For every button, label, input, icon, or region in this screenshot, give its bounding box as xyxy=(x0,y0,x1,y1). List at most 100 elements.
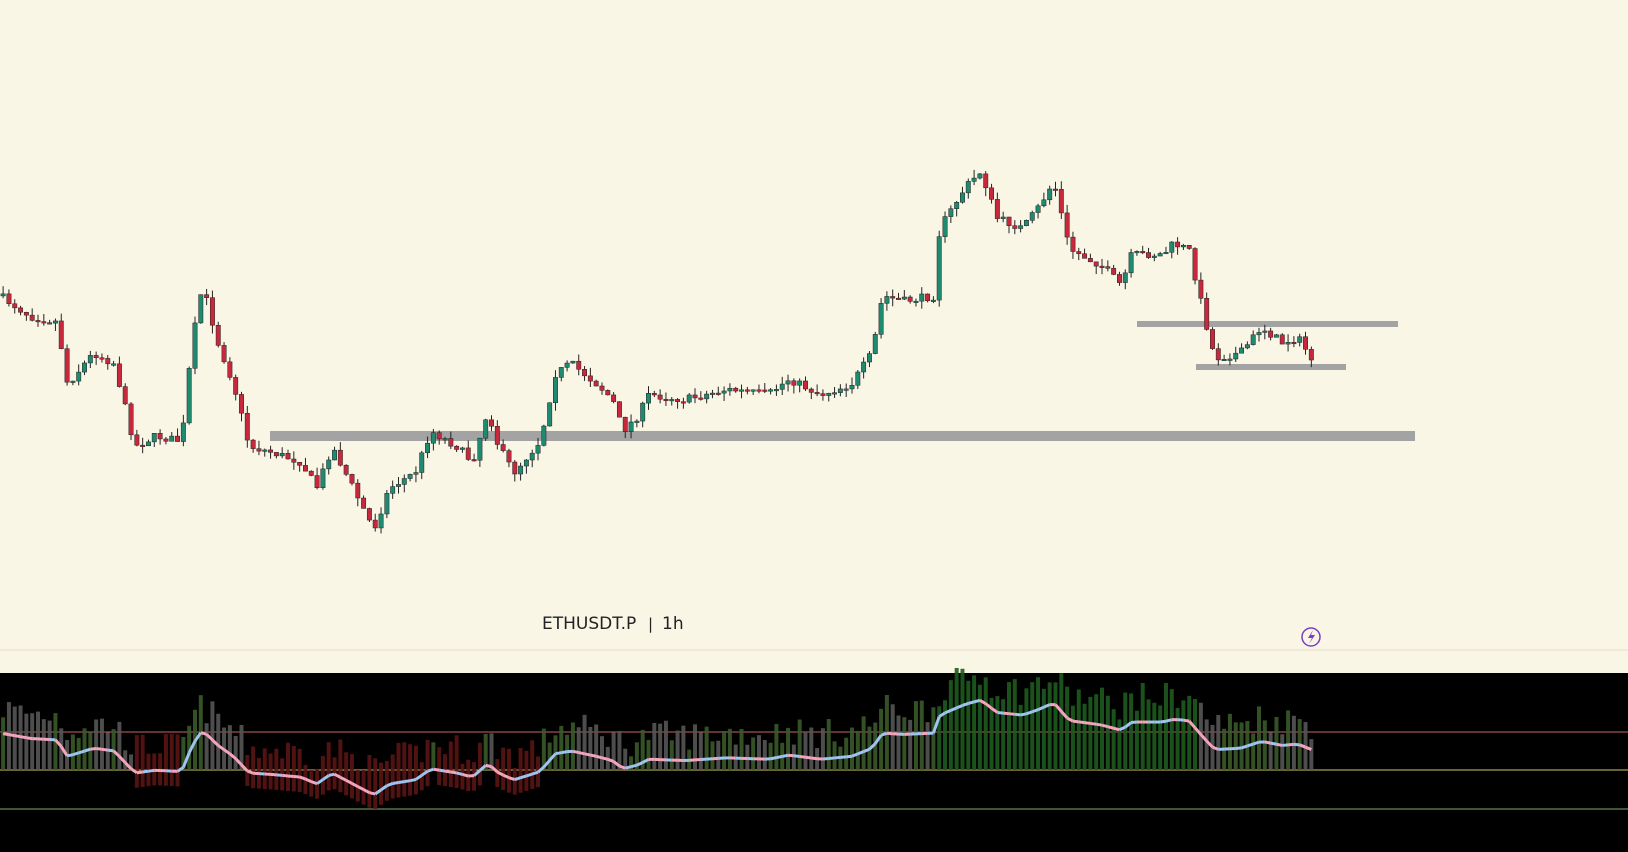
candle xyxy=(750,389,756,392)
osc-line xyxy=(1270,741,1277,746)
histogram-bar xyxy=(896,715,901,770)
candle xyxy=(239,394,244,414)
histogram-bar xyxy=(1251,733,1256,770)
histogram-bar xyxy=(623,748,628,770)
osc-line xyxy=(1299,743,1307,749)
osc-line xyxy=(1014,712,1021,717)
candle xyxy=(1157,253,1163,257)
candle xyxy=(1122,272,1128,283)
osc-line xyxy=(1199,733,1208,742)
osc-line xyxy=(339,775,347,782)
histogram-bar xyxy=(413,745,418,795)
histogram-bar xyxy=(1262,720,1267,770)
candle xyxy=(861,361,867,373)
osc-line xyxy=(531,770,539,776)
candle xyxy=(1134,251,1140,254)
osc-line xyxy=(950,706,958,712)
candle xyxy=(337,449,343,466)
histogram-bar xyxy=(617,730,622,770)
candle xyxy=(1000,216,1006,219)
histogram-bar xyxy=(489,733,494,770)
osc-line xyxy=(811,756,818,761)
histogram-bar xyxy=(1193,698,1198,770)
histogram-bar xyxy=(663,720,668,770)
histogram-bar xyxy=(367,754,372,808)
candle xyxy=(128,403,134,436)
candle xyxy=(960,192,965,203)
osc-line xyxy=(840,755,847,759)
candle xyxy=(657,394,663,400)
osc-line xyxy=(333,772,342,779)
candle xyxy=(1163,252,1169,255)
histogram-bar xyxy=(1041,688,1046,770)
candle xyxy=(936,236,942,301)
histogram-bar xyxy=(390,754,395,799)
histogram-bar xyxy=(873,722,878,770)
histogram-bar xyxy=(826,719,831,770)
osc-line xyxy=(828,756,835,760)
histogram-bar xyxy=(268,753,273,790)
candle xyxy=(1140,251,1146,254)
candle xyxy=(244,412,250,441)
alert-icon[interactable] xyxy=(1301,627,1321,647)
histogram-bar xyxy=(1024,688,1029,770)
histogram-bar xyxy=(349,754,354,799)
candle xyxy=(756,389,762,392)
osc-line xyxy=(793,754,800,758)
osc-line xyxy=(444,769,452,774)
candle xyxy=(1186,245,1192,249)
histogram-bar xyxy=(640,729,645,770)
osc-line xyxy=(1020,712,1027,717)
candle xyxy=(983,173,989,189)
candle xyxy=(186,368,192,424)
candle xyxy=(901,296,907,300)
candle xyxy=(256,448,262,452)
candle xyxy=(70,380,76,383)
histogram-bar xyxy=(512,768,517,795)
oscillator xyxy=(0,667,1628,810)
histogram-bar xyxy=(786,727,791,770)
candle xyxy=(1087,258,1093,263)
candle xyxy=(233,377,239,395)
histogram-bar xyxy=(239,724,244,770)
candle xyxy=(192,322,198,369)
candle xyxy=(175,435,180,442)
osc-line xyxy=(1246,742,1254,748)
candle xyxy=(221,345,227,363)
candle xyxy=(1093,261,1099,267)
osc-line xyxy=(1124,721,1133,729)
candle xyxy=(994,199,1000,219)
histogram-bar xyxy=(1111,709,1116,770)
histogram-bar xyxy=(1018,704,1023,770)
osc-line xyxy=(537,765,545,774)
osc-line xyxy=(2,732,10,737)
interval: 1h xyxy=(662,614,684,634)
osc-line xyxy=(112,749,121,758)
histogram-bar xyxy=(82,728,87,770)
candle xyxy=(250,439,256,449)
candle xyxy=(564,362,570,368)
histogram-bar xyxy=(24,713,29,770)
osc-line xyxy=(776,754,783,760)
osc-line xyxy=(84,747,91,753)
candle xyxy=(768,389,774,392)
histogram-bar xyxy=(88,732,93,770)
histogram-bar xyxy=(233,735,238,770)
osc-line xyxy=(961,701,969,707)
candle xyxy=(349,474,355,484)
osc-line xyxy=(578,751,585,756)
candle xyxy=(227,361,233,378)
candle xyxy=(1146,252,1151,258)
candle xyxy=(1047,188,1053,201)
osc-line xyxy=(130,767,138,774)
osc-line xyxy=(72,751,80,757)
histogram-bar xyxy=(198,695,203,770)
candle xyxy=(1169,241,1175,253)
support-level xyxy=(270,431,1415,441)
candle xyxy=(396,484,401,487)
candle xyxy=(1082,253,1088,259)
histogram-bar xyxy=(960,668,965,770)
histogram-bar xyxy=(710,741,715,770)
osc-line xyxy=(362,788,371,795)
candle xyxy=(791,380,797,386)
